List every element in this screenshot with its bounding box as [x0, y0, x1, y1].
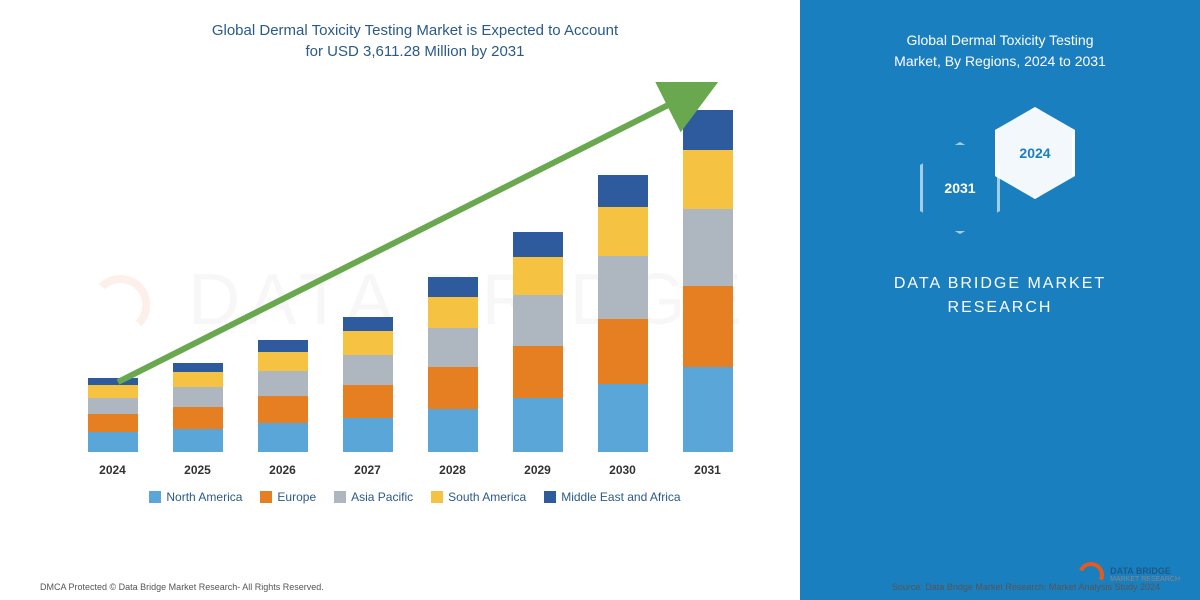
- bar-2026: [258, 340, 308, 452]
- legend-label: South America: [448, 490, 526, 504]
- segment-north-america: [343, 418, 393, 452]
- chart-container: 2024 2025 2026 2027 2028 2029 2030 2031: [40, 82, 760, 482]
- brand-line1: DATA BRIDGE MARKET: [894, 275, 1106, 292]
- legend-label: Europe: [277, 490, 316, 504]
- footer-left: DMCA Protected © Data Bridge Market Rese…: [40, 582, 324, 592]
- segment-europe: [513, 346, 563, 398]
- legend-item: Middle East and Africa: [544, 490, 680, 504]
- segment-north-america: [258, 423, 308, 452]
- logo-icon: [1074, 558, 1107, 591]
- segment-south-america: [428, 297, 478, 328]
- bar-2027: [343, 317, 393, 452]
- hex-2031: 2031: [920, 142, 1000, 234]
- segment-middle-east-and-africa: [258, 340, 308, 352]
- segment-europe: [428, 367, 478, 408]
- hex-2024: 2024: [995, 107, 1075, 199]
- legend-item: Europe: [260, 490, 316, 504]
- x-label: 2025: [184, 463, 211, 477]
- segment-north-america: [598, 384, 648, 452]
- segment-middle-east-and-africa: [343, 317, 393, 331]
- legend-swatch: [260, 491, 272, 503]
- chart-panel: Global Dermal Toxicity Testing Market is…: [0, 0, 800, 600]
- segment-asia-pacific: [88, 398, 138, 414]
- bars-area: [70, 92, 750, 452]
- segment-south-america: [173, 372, 223, 387]
- logo-text-block: DATA BRIDGE MARKET RESEARCH: [1110, 567, 1180, 584]
- bar-2030: [598, 175, 648, 452]
- x-label: 2029: [524, 463, 551, 477]
- segment-europe: [598, 319, 648, 384]
- segment-south-america: [598, 207, 648, 256]
- logo-sub: MARKET RESEARCH: [1110, 576, 1180, 583]
- hex-2024-label: 2024: [1019, 145, 1050, 161]
- sidebar-title-line2: Market, By Regions, 2024 to 2031: [894, 53, 1106, 69]
- legend-item: South America: [431, 490, 526, 504]
- segment-middle-east-and-africa: [428, 277, 478, 297]
- legend-label: Asia Pacific: [351, 490, 413, 504]
- segment-north-america: [683, 367, 733, 452]
- x-label: 2031: [694, 463, 721, 477]
- legend-item: Asia Pacific: [334, 490, 413, 504]
- x-label: 2027: [354, 463, 381, 477]
- brand-text: DATA BRIDGE MARKET RESEARCH: [894, 272, 1106, 320]
- segment-north-america: [513, 398, 563, 452]
- hex-2031-label: 2031: [944, 180, 975, 196]
- chart-title-line2: for USD 3,611.28 Million by 2031: [305, 43, 524, 60]
- legend-label: Middle East and Africa: [561, 490, 680, 504]
- segment-europe: [683, 286, 733, 367]
- sidebar-title-line1: Global Dermal Toxicity Testing: [906, 32, 1093, 48]
- chart-title-line1: Global Dermal Toxicity Testing Market is…: [212, 22, 618, 39]
- x-label: 2030: [609, 463, 636, 477]
- main-layout: Global Dermal Toxicity Testing Market is…: [0, 0, 1200, 600]
- segment-south-america: [88, 385, 138, 398]
- brand-line2: RESEARCH: [948, 299, 1053, 316]
- segment-asia-pacific: [513, 295, 563, 345]
- segment-middle-east-and-africa: [513, 232, 563, 257]
- footer: DMCA Protected © Data Bridge Market Rese…: [40, 582, 1160, 592]
- legend-swatch: [431, 491, 443, 503]
- legend-label: North America: [166, 490, 242, 504]
- x-label: 2028: [439, 463, 466, 477]
- x-axis-labels: 2024 2025 2026 2027 2028 2029 2030 2031: [70, 463, 750, 477]
- legend-swatch: [544, 491, 556, 503]
- legend-swatch: [149, 491, 161, 503]
- bar-2028: [428, 277, 478, 452]
- segment-south-america: [258, 352, 308, 371]
- segment-asia-pacific: [343, 355, 393, 386]
- legend-swatch: [334, 491, 346, 503]
- sidebar-panel: Global Dermal Toxicity Testing Market, B…: [800, 0, 1200, 600]
- segment-asia-pacific: [173, 387, 223, 407]
- bar-2024: [88, 378, 138, 452]
- x-label: 2026: [269, 463, 296, 477]
- segment-middle-east-and-africa: [173, 363, 223, 372]
- segment-south-america: [683, 150, 733, 209]
- segment-asia-pacific: [428, 328, 478, 368]
- segment-europe: [258, 396, 308, 423]
- logo-name: DATA BRIDGE: [1110, 567, 1180, 577]
- segment-asia-pacific: [683, 209, 733, 286]
- sidebar-title: Global Dermal Toxicity Testing Market, B…: [894, 30, 1106, 72]
- legend-item: North America: [149, 490, 242, 504]
- segment-europe: [343, 385, 393, 417]
- segment-middle-east-and-africa: [88, 378, 138, 385]
- segment-middle-east-and-africa: [598, 175, 648, 207]
- legend: North America Europe Asia Pacific South Ame…: [40, 490, 790, 504]
- segment-middle-east-and-africa: [683, 110, 733, 150]
- segment-south-america: [513, 257, 563, 296]
- logo-corner: DATA BRIDGE MARKET RESEARCH: [1078, 562, 1180, 588]
- segment-asia-pacific: [258, 371, 308, 396]
- x-label: 2024: [99, 463, 126, 477]
- segment-north-america: [88, 432, 138, 452]
- segment-europe: [173, 407, 223, 429]
- segment-south-america: [343, 331, 393, 354]
- bar-2031: [683, 110, 733, 452]
- segment-europe: [88, 414, 138, 432]
- bar-2029: [513, 232, 563, 452]
- hex-group: 2031 2024: [900, 102, 1100, 242]
- segment-asia-pacific: [598, 256, 648, 319]
- segment-north-america: [173, 429, 223, 452]
- segment-north-america: [428, 409, 478, 452]
- bar-2025: [173, 363, 223, 452]
- chart-title: Global Dermal Toxicity Testing Market is…: [40, 20, 790, 62]
